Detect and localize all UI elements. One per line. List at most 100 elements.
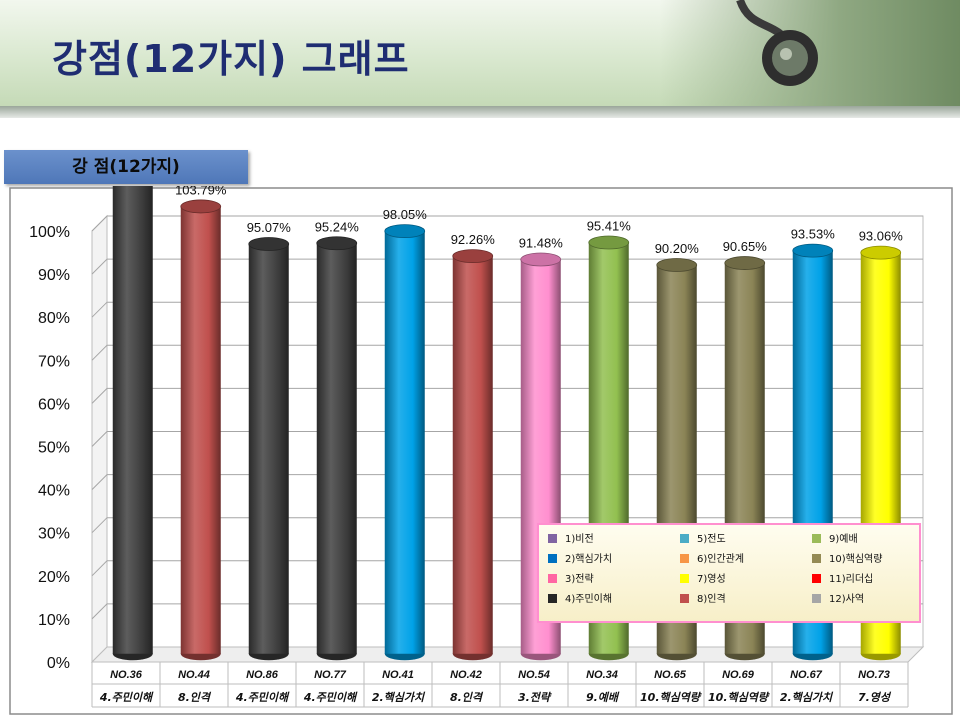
legend-swatch bbox=[680, 554, 689, 563]
x-category-group-label: 9.예배 bbox=[586, 691, 620, 704]
bar-top bbox=[792, 243, 834, 258]
bar bbox=[112, 186, 153, 661]
x-category-group-label: 7.영성 bbox=[858, 691, 892, 704]
y-tick-label: 30% bbox=[38, 526, 70, 543]
legend-swatch bbox=[812, 554, 821, 563]
bar bbox=[180, 199, 222, 661]
bar-top bbox=[656, 258, 698, 272]
legend-label: 3)전략 bbox=[565, 573, 594, 585]
y-tick-label: 80% bbox=[38, 310, 70, 327]
legend-box bbox=[537, 523, 921, 623]
y-tick-label: 20% bbox=[38, 569, 70, 586]
x-category-group-label: 8.인격 bbox=[178, 691, 212, 704]
y-tick-label: 90% bbox=[38, 267, 70, 284]
y-tick-label: 100% bbox=[29, 224, 70, 241]
header-shadow bbox=[0, 106, 960, 118]
gridline bbox=[91, 431, 923, 447]
x-category-group-label: 10.핵심역량 bbox=[708, 691, 770, 704]
bar-body bbox=[384, 231, 425, 654]
x-category-group-label: 2.핵심가치 bbox=[780, 691, 834, 704]
x-category-label: NO.77 bbox=[314, 669, 347, 681]
x-category-group-label: 10.핵심역량 bbox=[640, 691, 702, 704]
legend-swatch bbox=[680, 534, 689, 543]
legend-swatch bbox=[680, 574, 689, 583]
legend-label: 12)사역 bbox=[829, 593, 864, 605]
bar-top bbox=[588, 235, 630, 250]
bar-top bbox=[452, 249, 494, 264]
bar-chart: 0%10%20%30%40%50%60%70%80%90%100% 111.70… bbox=[4, 186, 956, 716]
bar-body bbox=[248, 243, 289, 654]
legend-label: 2)핵심가치 bbox=[565, 553, 612, 565]
legend-label: 7)영성 bbox=[697, 573, 726, 585]
x-category-label: NO.42 bbox=[450, 669, 482, 681]
x-category-group-label: 8.인격 bbox=[450, 691, 484, 704]
page-title: 강점(12가지) 그래프 bbox=[52, 37, 410, 81]
legend-swatch bbox=[812, 534, 821, 543]
bar-top bbox=[248, 237, 290, 251]
header-banner: 강점(12가지) 그래프 bbox=[0, 0, 960, 106]
legend-label: 6)인간관계 bbox=[697, 553, 744, 565]
y-tick-label: 10% bbox=[38, 612, 70, 629]
gridline bbox=[91, 474, 923, 490]
data-label: 92.26% bbox=[451, 232, 496, 247]
gridline bbox=[91, 301, 923, 318]
bar-body bbox=[180, 206, 221, 654]
legend-label: 8)인격 bbox=[697, 592, 726, 605]
bar bbox=[316, 236, 358, 661]
legend-label: 11)리더십 bbox=[829, 573, 873, 585]
x-category-group-label: 3.전략 bbox=[518, 691, 552, 704]
chart-svg: 0%10%20%30%40%50%60%70%80%90%100% 111.70… bbox=[9, 186, 953, 715]
data-label: 91.48% bbox=[519, 235, 564, 250]
bar-body bbox=[316, 243, 357, 654]
x-category-group-label: 2.핵심가치 bbox=[372, 691, 426, 704]
data-label: 90.20% bbox=[655, 241, 700, 256]
y-tick-label: 0% bbox=[47, 655, 70, 672]
x-category-label: NO.86 bbox=[246, 669, 279, 681]
data-label: 90.65% bbox=[723, 239, 768, 254]
data-label: 98.05% bbox=[383, 207, 428, 222]
bar-top bbox=[520, 252, 562, 267]
bar bbox=[452, 249, 494, 661]
bar bbox=[384, 224, 426, 661]
data-label: 93.06% bbox=[859, 229, 904, 244]
section-tab: 강 점(12가지) bbox=[4, 150, 248, 184]
x-category-label: NO.34 bbox=[586, 669, 618, 681]
y-tick-label: 70% bbox=[38, 353, 70, 370]
bar-top bbox=[316, 236, 358, 251]
legend-swatch bbox=[548, 554, 557, 563]
bar-body bbox=[112, 186, 153, 654]
y-tick-label: 50% bbox=[38, 440, 70, 457]
y-tick-label: 60% bbox=[38, 396, 70, 413]
gridline bbox=[91, 258, 923, 275]
x-category-label: NO.67 bbox=[790, 669, 823, 681]
x-category-label: NO.65 bbox=[654, 669, 687, 681]
x-category-label: NO.41 bbox=[382, 669, 414, 681]
legend-swatch bbox=[812, 594, 821, 603]
bar-top bbox=[384, 224, 426, 239]
x-category-group-label: 4.주민이해 bbox=[99, 691, 154, 704]
legend-label: 10)핵심역량 bbox=[829, 553, 882, 565]
bar-body bbox=[452, 256, 493, 654]
y-tick-label: 40% bbox=[38, 483, 70, 500]
data-label: 95.24% bbox=[315, 219, 360, 234]
legend-label: 1)비전 bbox=[565, 533, 594, 545]
x-category-group-label: 4.주민이해 bbox=[303, 691, 358, 704]
bar-top bbox=[180, 199, 222, 214]
data-label: 93.53% bbox=[791, 227, 836, 242]
data-label: 95.07% bbox=[247, 220, 292, 235]
x-category-label: NO.73 bbox=[858, 669, 890, 681]
gridline bbox=[91, 344, 923, 361]
gridline bbox=[91, 215, 923, 232]
legend-swatch bbox=[548, 534, 557, 543]
bar-top bbox=[724, 256, 766, 270]
legend-swatch bbox=[812, 574, 821, 583]
legend-swatch bbox=[548, 574, 557, 583]
legend-label: 5)전도 bbox=[697, 533, 726, 545]
data-label: 95.41% bbox=[587, 219, 632, 234]
legend-swatch bbox=[680, 594, 689, 603]
gridline bbox=[91, 387, 923, 404]
legend-swatch bbox=[548, 594, 557, 603]
x-category-label: NO.54 bbox=[518, 669, 550, 681]
x-category-label: NO.36 bbox=[110, 669, 143, 681]
x-category-group-label: 4.주민이해 bbox=[235, 691, 290, 704]
